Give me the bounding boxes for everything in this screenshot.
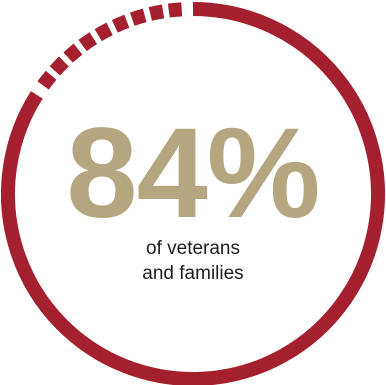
- progress-ring-remaining-tick: [167, 2, 183, 18]
- progress-ring-remaining-tick: [111, 14, 130, 33]
- stat-caption: of veterans and families: [0, 236, 386, 286]
- progress-ring-remaining-tick: [37, 70, 57, 90]
- progress-ring-remaining-tick: [148, 4, 165, 21]
- progress-ring-remaining-tick: [78, 32, 98, 52]
- stat-caption-line-1: of veterans: [146, 238, 240, 259]
- progress-ring-remaining-tick: [49, 56, 69, 76]
- stat-caption-line-2: and families: [142, 263, 244, 284]
- progress-ring-remaining-tick: [129, 8, 147, 26]
- stat-percentage: 84%: [66, 102, 320, 245]
- progress-ring-remaining-tick: [94, 22, 113, 42]
- progress-ring-remaining-tick: [63, 43, 83, 63]
